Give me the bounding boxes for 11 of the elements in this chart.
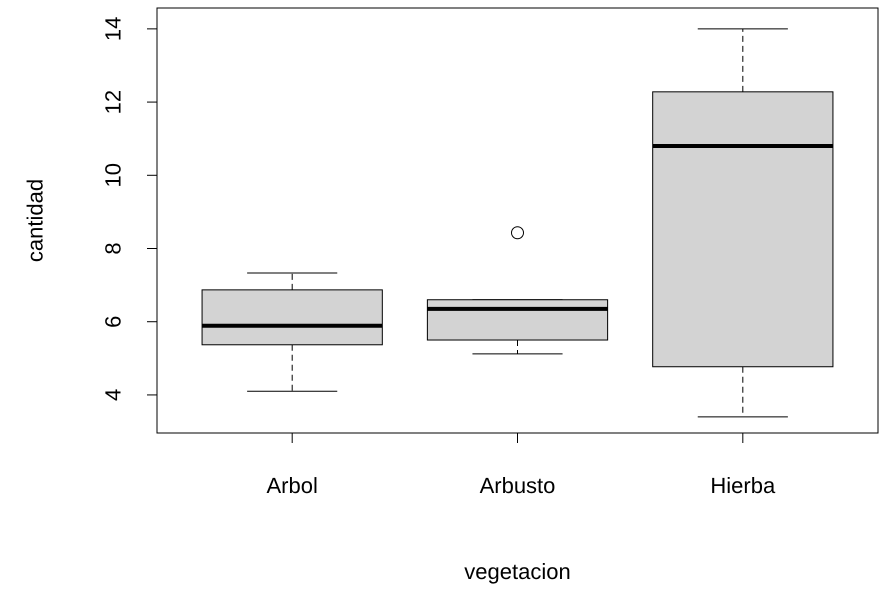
y-tick-label: 14 [100,16,126,42]
x-axis-title: vegetacion [464,559,571,584]
y-tick-label: 12 [100,90,126,114]
y-tick-label: 6 [100,316,126,328]
y-tick-label: 10 [100,163,126,188]
x-tick-label: Arbusto [480,473,556,498]
y-tick-label: 4 [100,388,126,402]
y-tick-label: 8 [100,242,126,255]
x-tick-label: Arbol [266,473,318,498]
x-tick-label: Hierba [710,473,776,498]
y-axis-title: cantidad [22,178,48,262]
